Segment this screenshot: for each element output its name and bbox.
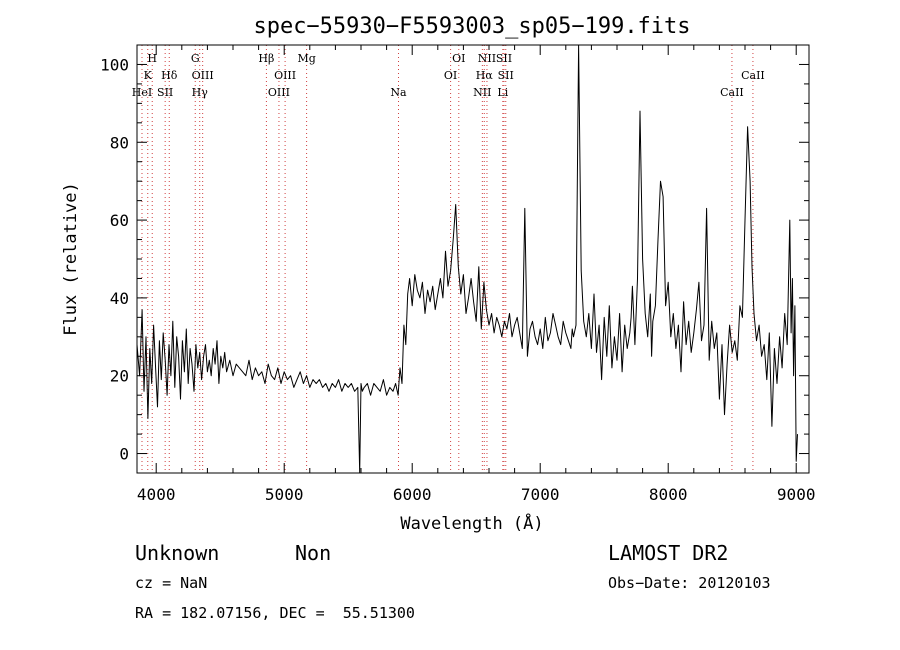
y-tick-label: 60 <box>110 211 129 230</box>
spectral-line-label: Li <box>497 86 508 99</box>
x-tick-label: 9000 <box>777 485 816 504</box>
spectral-line-label: Mg <box>297 52 315 65</box>
spectral-line-label: G <box>191 52 200 65</box>
chart-title: spec−55930−F5593003_sp05−199.fits <box>253 14 690 39</box>
spectral-line-label: SII <box>496 52 512 65</box>
y-tick-label: 100 <box>100 55 129 74</box>
spectral-line-label: Hγ <box>192 86 209 99</box>
x-tick-label: 4000 <box>137 485 176 504</box>
y-tick-label: 40 <box>110 289 129 308</box>
classification-label: Unknown <box>135 541 220 565</box>
coordinates-label: RA = 182.07156, DEC = 55.51300 <box>135 604 415 622</box>
subclass-label: Non <box>295 541 332 565</box>
spectral-line-label: Hα <box>476 69 494 82</box>
spectral-line-label: H <box>147 52 157 65</box>
y-axis-label: Flux (relative) <box>61 182 81 336</box>
x-tick-label: 8000 <box>649 485 688 504</box>
spectral-line-label: SII <box>498 69 514 82</box>
plot-frame <box>136 44 810 474</box>
spectral-line-labels: HeIKHSIIHδGOIIIHγHβOIIIOIIIMgNaOIOINIINI… <box>132 52 765 99</box>
spectrum-series-line <box>136 44 798 474</box>
spectral-line-label: OI <box>452 52 465 65</box>
y-tick-label: 0 <box>119 445 129 464</box>
spectral-line-label: Na <box>390 86 407 99</box>
spectral-line-label: OIII <box>274 69 296 82</box>
survey-label: LAMOST DR2 <box>608 541 729 565</box>
observation-date-label: Obs−Date: 20120103 <box>608 574 771 592</box>
spectral-line-label: OI <box>444 69 457 82</box>
spectral-line-label: Hδ <box>161 69 178 82</box>
spectral-line-label: Hβ <box>258 52 274 65</box>
x-tick-label: 5000 <box>265 485 304 504</box>
spectral-line-label: CaII <box>741 69 765 82</box>
x-tick-label: 6000 <box>393 485 432 504</box>
axis-tick-labels: 4000 5000 6000 7000 8000 9000 0 20 40 60 80 100 <box>100 55 815 504</box>
x-tick-label: 7000 <box>521 485 560 504</box>
spectral-line-label: SII <box>157 86 173 99</box>
y-tick-label: 20 <box>110 367 129 386</box>
axis-ticks <box>137 44 809 474</box>
spectral-line-label: K <box>144 69 153 82</box>
spectral-line-label: OIII <box>268 86 290 99</box>
spectral-line-label: NII <box>478 52 496 65</box>
redshift-label: cz = NaN <box>135 574 208 592</box>
spectral-line-label: NII <box>473 86 491 99</box>
spectral-line-label: HeI <box>132 86 152 99</box>
spectral-line-label: OIII <box>192 69 214 82</box>
x-axis-label: Wavelength (Å) <box>400 512 543 534</box>
y-tick-label: 80 <box>110 133 129 152</box>
spectral-line-label: CaII <box>720 86 744 99</box>
spectral-line-markers <box>141 45 754 473</box>
